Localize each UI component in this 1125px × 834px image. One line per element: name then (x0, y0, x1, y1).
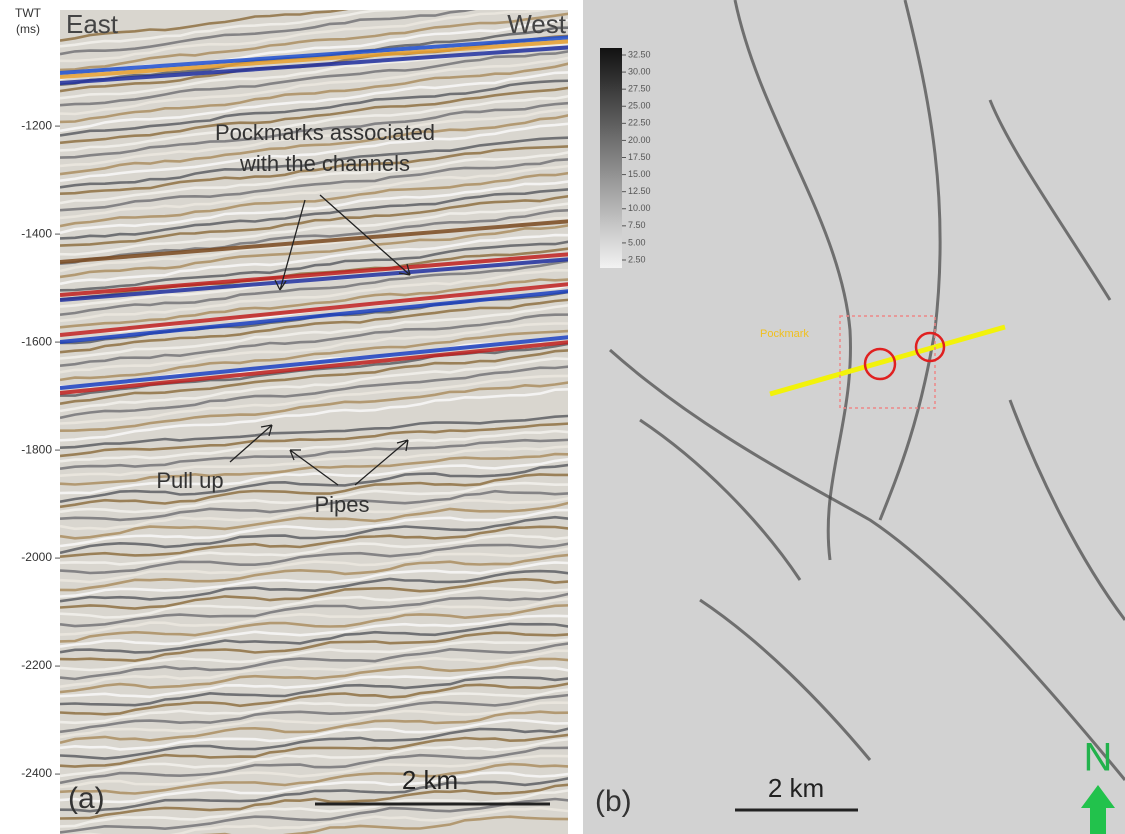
colorbar-label: 2.50 (628, 254, 646, 264)
dip-map (583, 0, 1125, 834)
figure: TWT (ms) -1200-1400-1600-1800-2000-2200-… (0, 0, 1125, 834)
colorbar-label: 22.50 (628, 118, 651, 128)
y-tick-label: -2400 (21, 766, 52, 780)
scale-label: 2 km (768, 773, 824, 803)
west-label: West (507, 9, 567, 39)
colorbar (600, 48, 622, 268)
scale-label: 2 km (402, 765, 458, 795)
annotation: Pipes (314, 492, 369, 517)
axis-label: TWT (15, 6, 42, 20)
east-label: East (66, 9, 119, 39)
y-axis: -1200 -1400 -1600 -1800 -2000 -2200 -2400 (21, 118, 60, 780)
colorbar-label: 17.50 (628, 152, 651, 162)
y-tick-label: -2200 (21, 658, 52, 672)
colorbar-label: 7.50 (628, 220, 646, 230)
y-tick-label: -1600 (21, 334, 52, 348)
colorbar-label: 25.00 (628, 101, 651, 111)
axis-unit: (ms) (16, 22, 40, 36)
north-label: N (1084, 736, 1113, 780)
colorbar-label: 32.50 (628, 49, 651, 59)
colorbar-label: 12.50 (628, 186, 651, 196)
colorbar-label: 5.00 (628, 237, 646, 247)
annotation: with the channels (239, 151, 410, 176)
annotation: Pockmarks associated (215, 120, 435, 145)
line-label: Pockmark (760, 328, 809, 340)
colorbar-label: 27.50 (628, 84, 651, 94)
y-tick-label: -1400 (21, 226, 52, 240)
colorbar-label: 10.00 (628, 203, 651, 213)
colorbar-label: 15.00 (628, 169, 651, 179)
annotation: Pull up (156, 468, 223, 493)
panel-label: (b) (595, 785, 632, 818)
colorbar-label: 30.00 (628, 66, 651, 76)
panel-label: (a) (68, 782, 105, 815)
y-tick-label: -2000 (21, 550, 52, 564)
colorbar-label: 20.00 (628, 135, 651, 145)
y-tick-label: -1200 (21, 118, 52, 132)
y-tick-label: -1800 (21, 442, 52, 456)
